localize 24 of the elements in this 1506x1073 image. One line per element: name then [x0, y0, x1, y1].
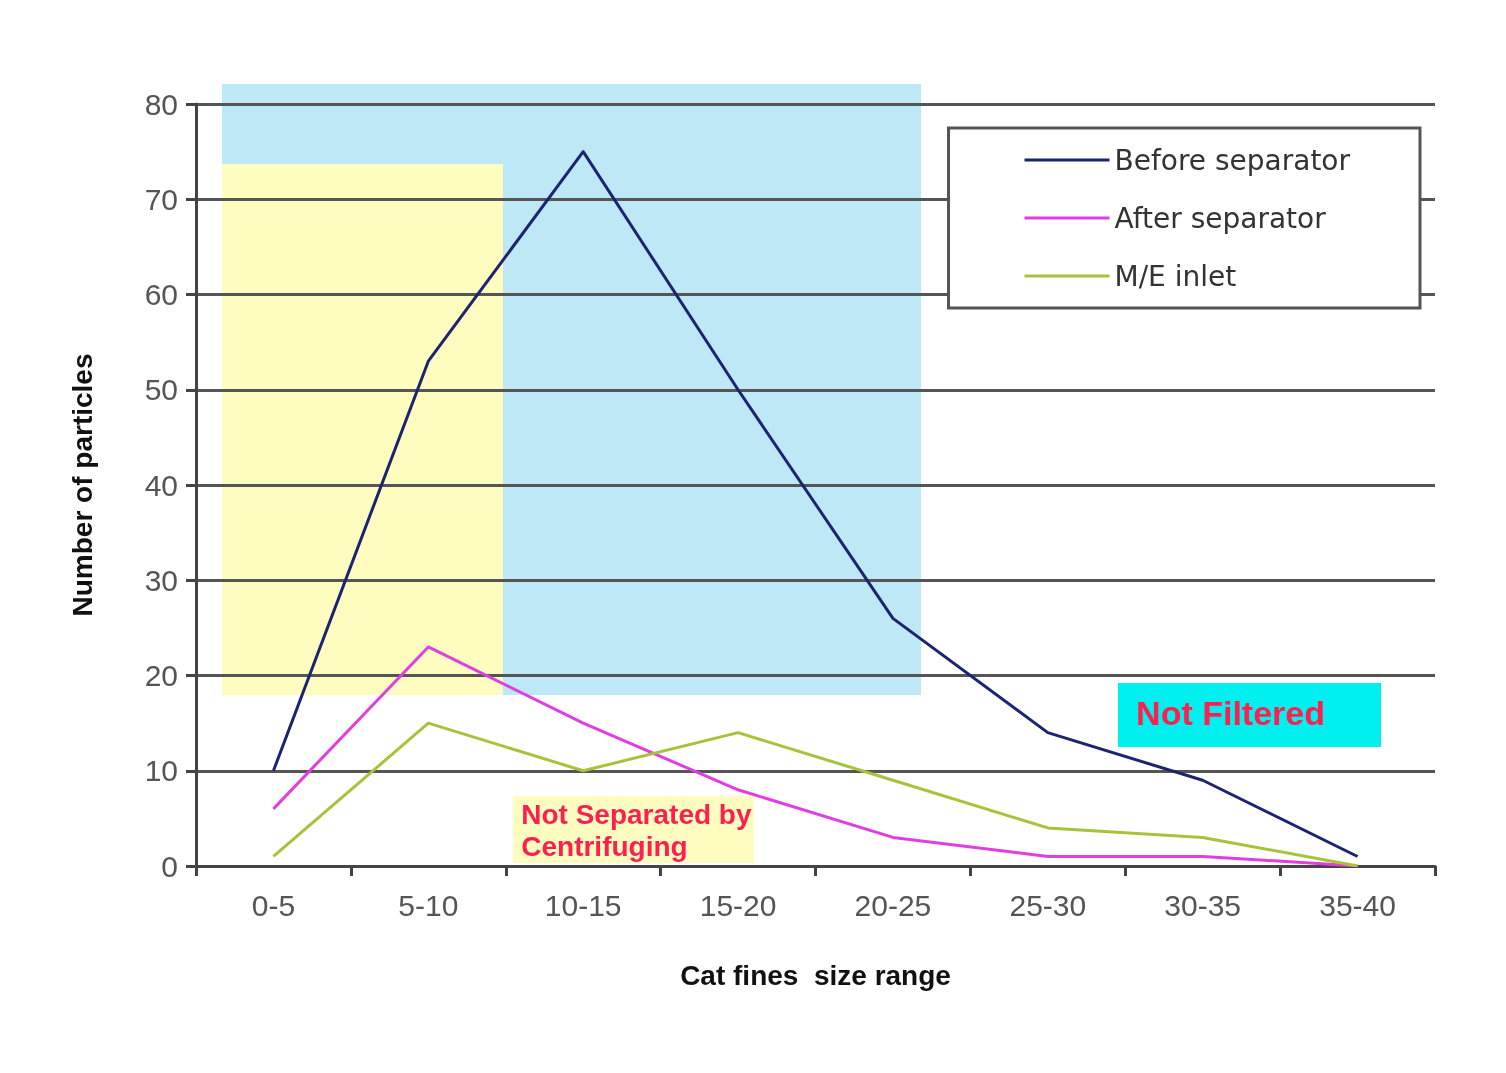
x-tick-label: 0-5 [251, 888, 296, 922]
x-tick-label: 15-20 [699, 888, 777, 922]
x-axis-title: Cat fines size range [680, 959, 951, 991]
annotation: Not Filtered [1136, 692, 1326, 734]
y-tick-label: 20 [144, 659, 178, 692]
legend-label: Before separator [1114, 143, 1351, 177]
y-tick-label: 0 [161, 849, 178, 883]
y-axis-title: Number of particles [66, 353, 98, 617]
legend-label: After separator [1114, 201, 1327, 235]
x-tick-label: 30-35 [1164, 888, 1242, 922]
legend-label: M/E inlet [1114, 259, 1237, 293]
y-tick-label: 80 [144, 87, 178, 121]
x-tick-label: 10-15 [544, 888, 622, 922]
y-tick-label: 10 [144, 754, 178, 788]
x-tick-label: 35-40 [1319, 888, 1396, 922]
line-series [271, 645, 1360, 868]
y-tick-label: 40 [144, 468, 178, 502]
y-tick-label: 70 [144, 182, 178, 216]
x-tick-label: 5-10 [398, 888, 459, 922]
x-tick-label: 25-30 [1009, 888, 1087, 922]
y-tick-label: 30 [144, 563, 178, 597]
y-tick-label: 50 [144, 373, 178, 407]
x-tick-label: 20-25 [854, 888, 932, 922]
y-tick-label: 60 [144, 278, 178, 311]
